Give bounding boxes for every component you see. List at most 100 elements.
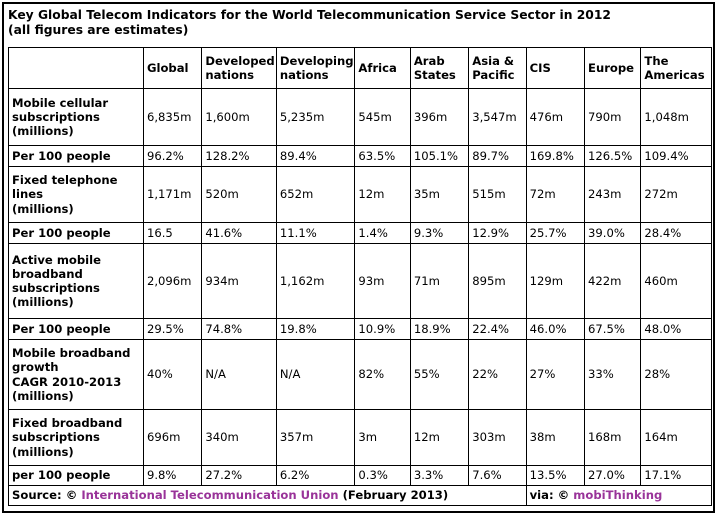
cell: 7.6%	[468, 465, 527, 486]
cell: 109.4%	[640, 145, 712, 167]
cell: 89.4%	[275, 145, 356, 167]
source-credit: Source: © International Telecommunicatio…	[8, 485, 527, 506]
row-label: Per 100 people	[8, 222, 144, 244]
cell: 27%	[525, 339, 586, 410]
footer-row: Source: © International Telecommunicatio…	[8, 485, 713, 506]
header-americas: The Americas	[640, 47, 712, 89]
cell: 67.5%	[584, 318, 642, 340]
cell: 476m	[525, 88, 586, 146]
cell: 12.9%	[468, 222, 527, 244]
cell: N/A	[275, 339, 356, 410]
cell: 169.8%	[525, 145, 586, 167]
cell: 6,835m	[142, 88, 203, 146]
cell: 129m	[525, 243, 586, 319]
cell: 9.3%	[409, 222, 470, 244]
cell: 1,600m	[201, 88, 277, 146]
cell: 29.5%	[142, 318, 203, 340]
table-row: Active mobile broadband subscriptions (mill…	[8, 243, 712, 319]
row-label: Mobile cellular subscriptions (millions)	[8, 88, 144, 146]
cell: 33%	[584, 339, 642, 410]
cell: 1,162m	[275, 243, 356, 319]
cell: 74.8%	[201, 318, 277, 340]
cell: 82%	[354, 339, 411, 410]
cell: 41.6%	[201, 222, 277, 244]
cell: 18.9%	[409, 318, 470, 340]
cell: 17.1%	[640, 465, 712, 486]
cell: 105.1%	[409, 145, 470, 167]
via-credit: via: © mobiThinking	[525, 485, 713, 506]
cell: 28%	[640, 339, 712, 410]
row-label: Per 100 people	[8, 145, 144, 167]
cell: 16.5	[142, 222, 203, 244]
table-row: Fixed telephone lines (millions) 1,171m 52…	[8, 166, 712, 223]
title-line-2: (all figures are estimates)	[8, 23, 189, 37]
cell: 1,171m	[142, 166, 203, 223]
table-title: Key Global Telecom Indicators for the Wo…	[8, 8, 611, 38]
cell: 3m	[354, 409, 411, 466]
cell: 545m	[354, 88, 411, 146]
cell: N/A	[201, 339, 277, 410]
title-line-1: Key Global Telecom Indicators for the Wo…	[8, 8, 611, 22]
cell: 357m	[275, 409, 356, 466]
cell: 12m	[409, 409, 470, 466]
cell: 460m	[640, 243, 712, 319]
cell: 1,048m	[640, 88, 712, 146]
table-row: Per 100 people 29.5% 74.8% 19.8% 10.9% 1…	[8, 318, 712, 340]
cell: 2,096m	[142, 243, 203, 319]
cell: 3.3%	[409, 465, 470, 486]
cell: 71m	[409, 243, 470, 319]
cell: 5,235m	[275, 88, 356, 146]
telecom-indicators-table: Global Developed nations Developing nation…	[8, 47, 713, 506]
cell: 422m	[584, 243, 642, 319]
table-row: Per 100 people 96.2% 128.2% 89.4% 63.5% …	[8, 145, 712, 167]
cell: 168m	[584, 409, 642, 466]
cell: 1.4%	[354, 222, 411, 244]
cell: 6.2%	[275, 465, 356, 486]
cell: 63.5%	[354, 145, 411, 167]
cell: 13.5%	[525, 465, 586, 486]
cell: 696m	[142, 409, 203, 466]
cell: 515m	[468, 166, 527, 223]
cell: 895m	[468, 243, 527, 319]
row-label: per 100 people	[8, 465, 144, 486]
cell: 89.7%	[468, 145, 527, 167]
cell: 27.0%	[584, 465, 642, 486]
cell: 38m	[525, 409, 586, 466]
header-arab-states: Arab States	[409, 47, 470, 89]
header-developing: Developing nations	[275, 47, 356, 89]
cell: 39.0%	[584, 222, 642, 244]
cell: 652m	[275, 166, 356, 223]
cell: 19.8%	[275, 318, 356, 340]
cell: 128.2%	[201, 145, 277, 167]
header-corner	[8, 47, 144, 89]
header-asia-pacific: Asia & Pacific	[468, 47, 527, 89]
cell: 340m	[201, 409, 277, 466]
cell: 72m	[525, 166, 586, 223]
source-link[interactable]: International Telecommunication Union	[81, 488, 339, 503]
row-label: Active mobile broadband subscriptions (mill…	[8, 243, 144, 319]
header-row: Global Developed nations Developing nation…	[8, 47, 712, 89]
cell: 126.5%	[584, 145, 642, 167]
header-developed: Developed nations	[201, 47, 277, 89]
via-link[interactable]: mobiThinking	[573, 488, 663, 503]
cell: 11.1%	[275, 222, 356, 244]
table-row: Mobile cellular subscriptions (millions) 6…	[8, 88, 712, 146]
cell: 46.0%	[525, 318, 586, 340]
row-label: Per 100 people	[8, 318, 144, 340]
cell: 27.2%	[201, 465, 277, 486]
cell: 272m	[640, 166, 712, 223]
cell: 934m	[201, 243, 277, 319]
table-row: Fixed broadband subscriptions (millions) 6…	[8, 409, 712, 466]
cell: 396m	[409, 88, 470, 146]
cell: 12m	[354, 166, 411, 223]
header-cis: CIS	[525, 47, 586, 89]
table-row: Per 100 people 16.5 41.6% 11.1% 1.4% 9.3…	[8, 222, 712, 244]
table-row: Mobile broadband growth CAGR 2010-2013 (mil…	[8, 339, 712, 410]
cell: 520m	[201, 166, 277, 223]
cell: 35m	[409, 166, 470, 223]
row-label: Fixed telephone lines (millions)	[8, 166, 144, 223]
cell: 25.7%	[525, 222, 586, 244]
row-label: Mobile broadband growth CAGR 2010-2013 (mil…	[8, 339, 144, 410]
cell: 0.3%	[354, 465, 411, 486]
